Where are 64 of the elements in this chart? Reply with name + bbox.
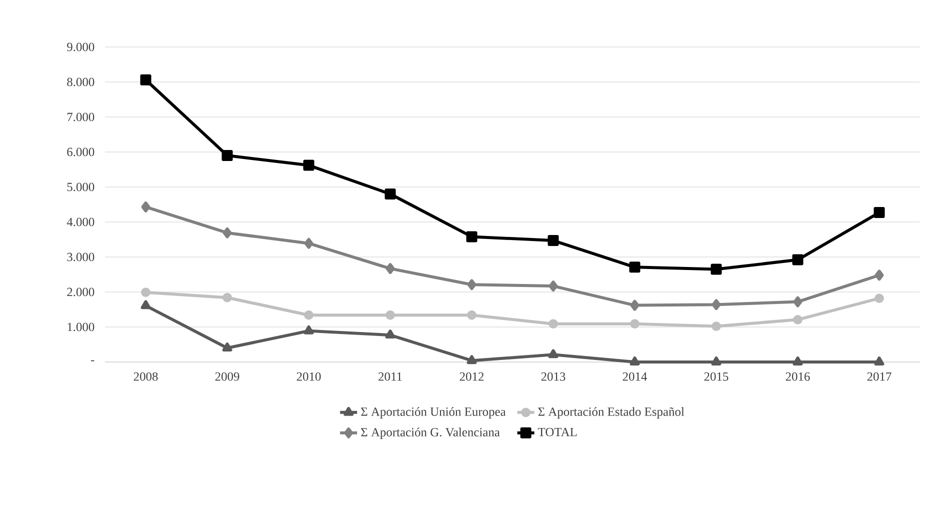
point bbox=[140, 300, 151, 310]
x-tick-label: 2010 bbox=[296, 372, 321, 381]
x-tick-label: 2014 bbox=[622, 372, 648, 381]
x-tick-label: 2017 bbox=[867, 372, 892, 381]
point bbox=[222, 342, 232, 352]
point bbox=[385, 330, 396, 339]
point bbox=[629, 262, 640, 273]
point bbox=[467, 310, 476, 320]
point bbox=[141, 288, 150, 298]
point bbox=[222, 227, 232, 238]
x-tick-label: 2015 bbox=[704, 372, 728, 381]
point bbox=[874, 207, 885, 218]
point bbox=[548, 235, 559, 246]
point bbox=[548, 319, 558, 329]
point bbox=[793, 296, 802, 308]
point bbox=[548, 349, 558, 358]
y-tick-label: 1.000 bbox=[68, 322, 94, 332]
point bbox=[222, 150, 233, 161]
point bbox=[712, 299, 721, 310]
point bbox=[792, 254, 804, 266]
point bbox=[304, 238, 314, 249]
y-tick-label: 7.000 bbox=[67, 112, 94, 122]
point bbox=[384, 188, 396, 200]
point bbox=[222, 292, 232, 302]
x-tick-label: 2012 bbox=[460, 372, 484, 381]
point bbox=[466, 355, 477, 364]
point bbox=[793, 314, 802, 324]
point bbox=[466, 231, 478, 242]
point bbox=[386, 263, 395, 274]
legend-label: Σ Aportación G. Valenciana bbox=[361, 428, 500, 439]
point bbox=[630, 319, 640, 329]
y-tick-label: - bbox=[90, 360, 94, 362]
point bbox=[630, 300, 640, 311]
point bbox=[303, 160, 314, 171]
x-tick-label: 2008 bbox=[134, 372, 158, 381]
y-tick-label: 4.000 bbox=[66, 218, 94, 226]
point bbox=[304, 325, 314, 334]
point bbox=[874, 294, 884, 303]
y-tick-label: 3.000 bbox=[67, 252, 94, 262]
point bbox=[792, 356, 803, 366]
point bbox=[630, 356, 640, 366]
point bbox=[304, 310, 314, 320]
point bbox=[712, 322, 721, 331]
point bbox=[386, 310, 395, 320]
point bbox=[711, 356, 722, 366]
x-tick-label: 2013 bbox=[541, 372, 566, 381]
point bbox=[548, 280, 558, 292]
legend-label: Σ Aportación Estado Español bbox=[538, 407, 684, 418]
x-tick-label: 2009 bbox=[215, 372, 240, 381]
legend-label: Σ Aportación Unión Europea bbox=[361, 407, 506, 418]
legend-label: TOTAL bbox=[538, 428, 577, 436]
y-tick-label: 8.000 bbox=[67, 78, 94, 86]
point bbox=[467, 279, 476, 290]
y-tick-label: 9.000 bbox=[67, 42, 94, 52]
y-tick-label: 6.000 bbox=[67, 148, 94, 156]
y-tick-label: 2.000 bbox=[67, 288, 94, 296]
x-tick-label: 2011 bbox=[378, 372, 402, 381]
point bbox=[874, 356, 884, 366]
point bbox=[141, 201, 150, 212]
point bbox=[710, 264, 722, 275]
y-tick-label: 5.000 bbox=[67, 182, 94, 192]
point bbox=[874, 270, 884, 281]
x-tick-label: 2016 bbox=[786, 372, 810, 381]
point bbox=[140, 74, 152, 86]
